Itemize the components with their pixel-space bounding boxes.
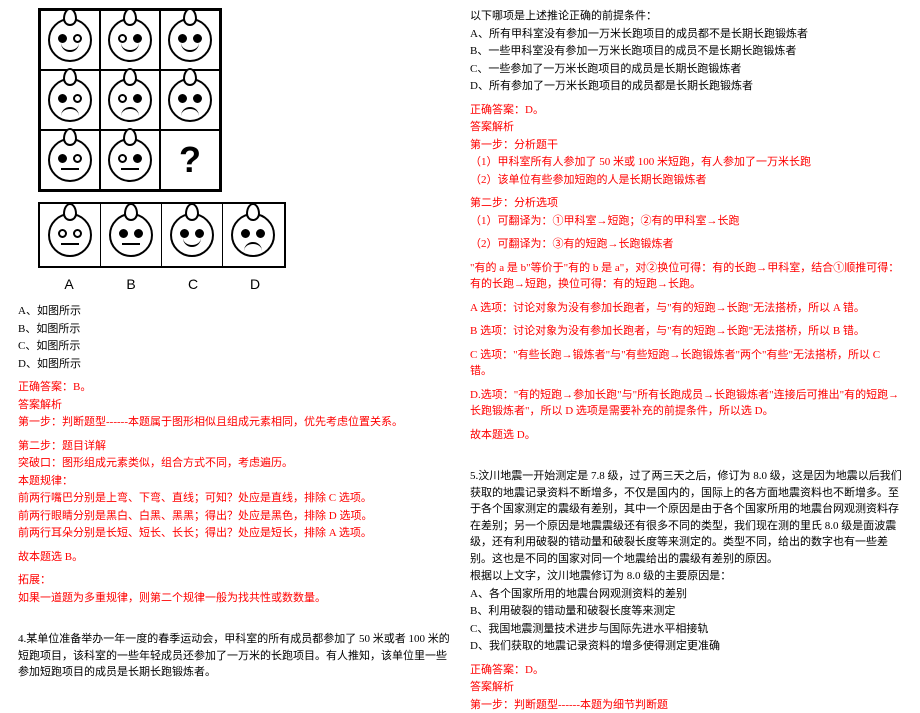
puzzle-grid: ? (38, 8, 222, 192)
s4-1b: （2）该单位有些参加短跑的人是长期长跑锻炼者 (470, 172, 902, 189)
q4d: D、所有参加了一万米长跑项目的成员都是长期长跑锻炼者 (470, 78, 902, 95)
opt-b: B、如图所示 (18, 321, 450, 338)
q5b: B、利用破裂的错动量和破裂长度等来测定 (470, 603, 902, 620)
s4-2b: （2）可翻译为：③有的短跑→长跑锻炼者 (470, 236, 902, 253)
opt-d: D、如图所示 (18, 356, 450, 373)
right-column: 以下哪项是上述推论正确的前提条件： A、所有甲科室没有参加一万米长跑项目的成员都… (460, 0, 920, 651)
a5-title: 答案解析 (470, 679, 902, 696)
sel: 故本题选 B。 (18, 549, 450, 566)
q4b: B、一些甲科室没有参加一万米长跑项目的成员不是长期长跑锻炼者 (470, 43, 902, 60)
answer-label: 正确答案：B。 (18, 379, 450, 396)
s4-d: D.选项："有的短跑→参加长跑"与"所有长跑成员→长跑锻炼者"连接后可推出"有的… (470, 387, 902, 420)
figure-puzzle: ? ABCD (38, 8, 450, 295)
q5a: A、各个国家所用的地震台网观测资料的差别 (470, 586, 902, 603)
q5-ask: 根据以上文字，汶川地震修订为 8.0 级的主要原因是： (470, 568, 902, 585)
q4c: C、一些参加了一万米长跑项目的成员是长期长跑锻炼者 (470, 61, 902, 78)
option-figures (38, 202, 286, 268)
s4-2: 第二步：分析选项 (470, 195, 902, 212)
s4-rule: "有的 a 是 b"等价于"有的 b 是 a"，对②换位可得：有的长跑→甲科室，… (470, 260, 902, 293)
a5-label: 正确答案：D。 (470, 662, 902, 679)
q4-tail: 以下哪项是上述推论正确的前提条件： (470, 8, 902, 25)
s4-sel: 故本题选 D。 (470, 427, 902, 444)
ext-title: 拓展： (18, 572, 450, 589)
q5c: C、我国地震测量技术进步与国际先进水平相接轨 (470, 621, 902, 638)
q5d: D、我们获取的地震记录资料的增多使得测定更准确 (470, 638, 902, 655)
step1: 第一步：判断题型------本题属于图形相似且组成元素相同，优先考虑位置关系。 (18, 414, 450, 431)
s4-1a: （1）甲科室所有人参加了 50 米或 100 米短跑，有人参加了一万米长跑 (470, 154, 902, 171)
s4-b: B 选项：讨论对象为没有参加长跑者，与"有的短跑→长跑"无法搭桥，所以 B 错。 (470, 323, 902, 340)
s4-a: A 选项：讨论对象为没有参加长跑者，与"有的短跑→长跑"无法搭桥，所以 A 错。 (470, 300, 902, 317)
q4-stem: 4.某单位准备举办一年一度的春季运动会，甲科室的所有成员都参加了 50 米或者 … (18, 631, 450, 681)
l3: 前两行耳朵分别是长短、短长、长长；得出？处应是短长，排除 A 选项。 (18, 525, 450, 542)
opt-c: C、如图所示 (18, 338, 450, 355)
q4a: A、所有甲科室没有参加一万米长跑项目的成员都不是长期长跑锻炼者 (470, 26, 902, 43)
a4-label: 正确答案：D。 (470, 102, 902, 119)
option-labels: ABCD (38, 274, 286, 295)
law: 本题规律： (18, 473, 450, 490)
s4-2a: （1）可翻译为：①甲科室→短跑；②有的甲科室→长跑 (470, 213, 902, 230)
s4-1: 第一步：分析题干 (470, 137, 902, 154)
left-column: ? ABCD A、如图所示 B、如图所示 C、如图所示 D、如图所示 正确答案：… (0, 0, 460, 651)
a4-title: 答案解析 (470, 119, 902, 136)
opt-a: A、如图所示 (18, 303, 450, 320)
l1: 前两行嘴巴分别是上弯、下弯、直线；可知？处应是直线，排除 C 选项。 (18, 490, 450, 507)
l2: 前两行眼睛分别是黑白、白黑、黑黑；得出？处应是黑色，排除 D 选项。 (18, 508, 450, 525)
step2: 第二步：题目详解 (18, 438, 450, 455)
question-mark: ? (179, 133, 201, 187)
answer-title: 答案解析 (18, 397, 450, 414)
s4-c: C 选项："有些长跑→锻炼者"与"有些短跑→长跑锻炼者"两个"有些"无法搭桥，所… (470, 347, 902, 380)
q5-stem: 5.汶川地震一开始测定是 7.8 级，过了两三天之后，修订为 8.0 级，这是因… (470, 468, 902, 567)
ext: 如果一道题为多重规律，则第二个规律一般为找共性或数数量。 (18, 590, 450, 607)
a5-step: 第一步：判断题型------本题为细节判断题 (470, 697, 902, 713)
breakpoint: 突破口：图形组成元素类似，组合方式不同，考虑遍历。 (18, 455, 450, 472)
